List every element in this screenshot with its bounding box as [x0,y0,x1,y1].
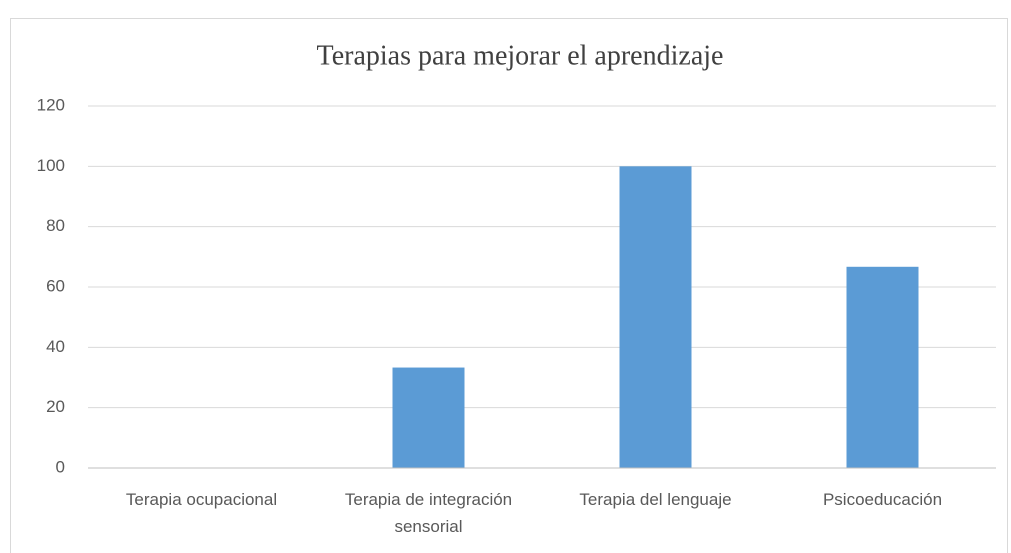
x-tick-label: Psicoeducación [822,490,943,509]
bar [392,367,465,468]
x-tick-label: Terapia ocupacional [125,490,278,509]
bar [619,166,692,469]
x-tick-label: Terapia del lenguaje [579,490,732,509]
y-tick-label: 20 [46,397,65,416]
chart-title: Terapias para mejorar el aprendizaje [317,40,724,71]
y-tick-label: 40 [46,337,65,356]
y-tick-label: 100 [37,156,65,175]
y-tick-label: 60 [46,276,65,295]
chart-border [10,18,1008,553]
y-tick-label: 0 [56,457,65,476]
bar [846,266,919,468]
y-tick-label: 80 [46,216,65,235]
x-tick-label: Terapia de integración sensorial [344,490,513,536]
y-tick-label: 120 [37,95,65,114]
